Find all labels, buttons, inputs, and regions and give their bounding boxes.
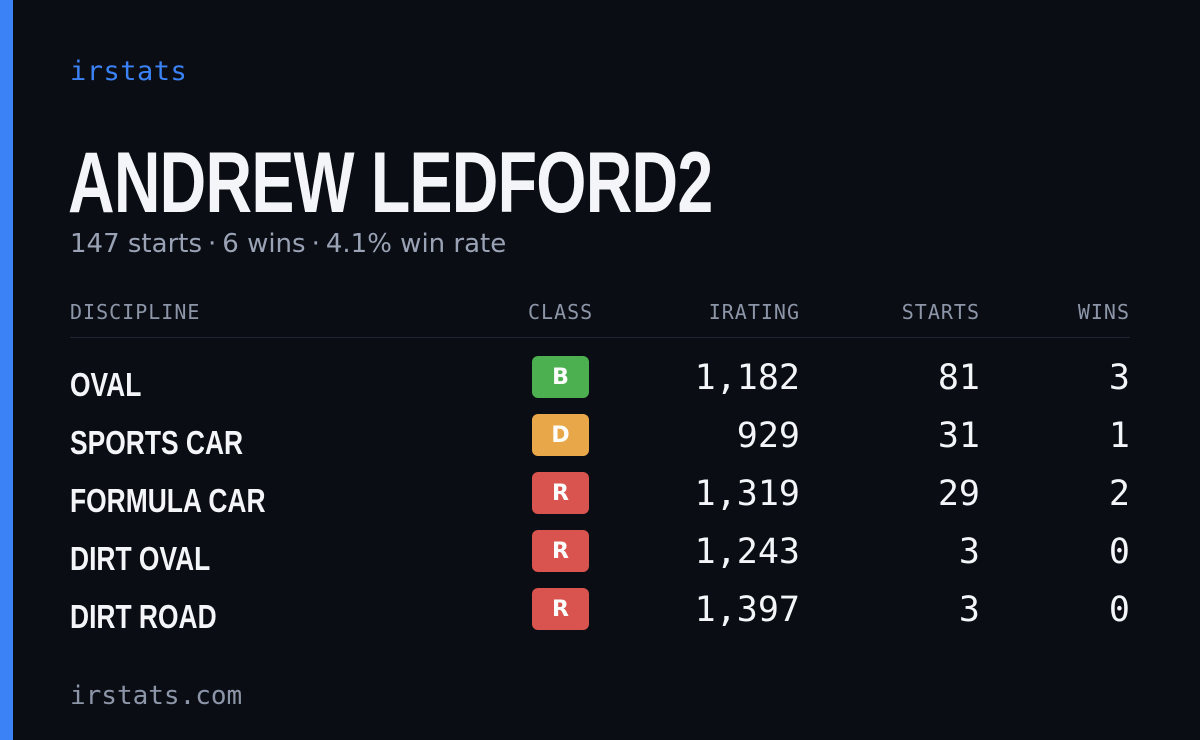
summary-separator: · <box>311 229 320 259</box>
accent-bar <box>0 0 13 740</box>
wins-value: 0 <box>1108 532 1130 572</box>
summary-win-rate: 4.1% win rate <box>325 229 507 259</box>
irating-value: 1,243 <box>694 532 800 572</box>
starts-value: 81 <box>937 358 980 398</box>
table-row: SPORTS CAR D 929 31 1 <box>70 412 1130 470</box>
starts-value: 31 <box>937 416 980 456</box>
driver-name: ANDREW LEDFORD2 <box>68 135 713 231</box>
wins-value: 0 <box>1108 590 1130 630</box>
discipline-name: DIRT ROAD <box>70 598 217 635</box>
table-row: OVAL B 1,182 81 3 <box>70 354 1130 412</box>
starts-value: 29 <box>937 474 980 514</box>
irating-value: 1,182 <box>694 358 800 398</box>
discipline-stats-table: DISCIPLINE CLASS IRATING STARTS WINS OVA… <box>70 300 1130 644</box>
table-row: DIRT ROAD R 1,397 3 0 <box>70 586 1130 644</box>
table-row: FORMULA CAR R 1,319 29 2 <box>70 470 1130 528</box>
table-header: DISCIPLINE CLASS IRATING STARTS WINS <box>70 300 1130 338</box>
column-header-irating: IRATING <box>708 300 800 324</box>
wins-value: 2 <box>1108 474 1130 514</box>
summary-wins: 6 wins <box>222 229 306 259</box>
discipline-name: FORMULA CAR <box>70 482 266 519</box>
wins-value: 1 <box>1108 416 1130 456</box>
table-body: OVAL B 1,182 81 3 SPORTS CAR D 929 31 1 … <box>70 338 1130 644</box>
license-class-badge: D <box>532 414 589 456</box>
brand-logo: irstats <box>70 56 188 87</box>
irating-value: 1,397 <box>694 590 800 630</box>
license-class-badge: B <box>532 356 589 398</box>
summary-separator: · <box>208 229 217 259</box>
column-header-starts: STARTS <box>901 300 980 324</box>
discipline-name: SPORTS CAR <box>70 424 244 461</box>
summary-starts: 147 starts <box>70 229 202 259</box>
discipline-name: DIRT OVAL <box>70 540 211 577</box>
footer-url: irstats.com <box>70 681 243 711</box>
table-row: DIRT OVAL R 1,243 3 0 <box>70 528 1130 586</box>
driver-summary: 147 starts · 6 wins · 4.1% win rate <box>70 229 506 259</box>
starts-value: 3 <box>958 590 980 630</box>
column-header-discipline: DISCIPLINE <box>70 300 201 324</box>
discipline-name: OVAL <box>70 366 142 403</box>
starts-value: 3 <box>958 532 980 572</box>
irating-value: 929 <box>736 416 800 456</box>
irating-value: 1,319 <box>694 474 800 514</box>
license-class-badge: R <box>532 588 589 630</box>
license-class-badge: R <box>532 472 589 514</box>
column-header-class: CLASS <box>528 300 594 324</box>
wins-value: 3 <box>1108 358 1130 398</box>
license-class-badge: R <box>532 530 589 572</box>
column-header-wins: WINS <box>1077 300 1130 324</box>
